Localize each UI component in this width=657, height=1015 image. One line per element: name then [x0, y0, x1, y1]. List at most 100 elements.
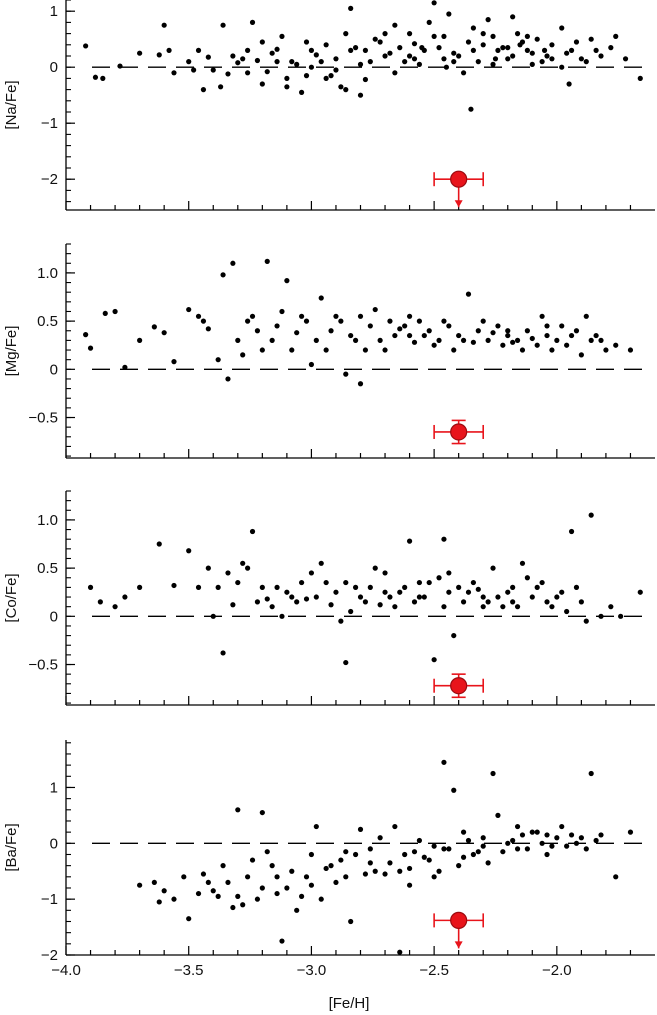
y-tick-label: 0 — [50, 59, 58, 76]
data-point — [249, 528, 256, 535]
data-point — [274, 874, 280, 880]
data-point — [186, 306, 192, 313]
data-point — [564, 50, 570, 56]
data-point — [259, 809, 265, 816]
data-point — [539, 579, 545, 586]
data-point — [303, 874, 310, 880]
data-point — [313, 337, 319, 343]
y-tick-label: 0.5 — [37, 313, 58, 330]
data-point — [559, 823, 565, 830]
data-point — [215, 584, 221, 590]
data-point — [156, 899, 162, 905]
data-point — [259, 584, 265, 590]
data-point — [279, 613, 285, 619]
data-point — [269, 604, 275, 610]
data-point — [274, 59, 280, 65]
y-tick-label: −0.5 — [28, 657, 58, 674]
data-point — [470, 47, 476, 54]
data-point — [431, 657, 437, 663]
data-point — [613, 342, 619, 348]
data-point — [382, 589, 388, 595]
data-point — [308, 47, 315, 54]
data-point — [598, 613, 604, 619]
data-point — [264, 69, 270, 75]
data-point — [245, 565, 251, 571]
data-point — [637, 75, 643, 81]
data-point — [284, 278, 290, 284]
data-point — [205, 54, 211, 60]
data-point — [529, 61, 535, 67]
panel-na-fe: −2 −1 0 1 [Na/Fe] — [3, 0, 655, 211]
data-point — [220, 863, 226, 869]
data-point — [583, 618, 589, 624]
y-tick-label: −2 — [41, 171, 58, 188]
data-point — [608, 604, 614, 610]
data-point — [529, 50, 535, 56]
data-point — [328, 602, 334, 608]
data-point — [460, 70, 467, 76]
data-point — [367, 846, 373, 852]
y-tick-label: 0 — [50, 835, 58, 852]
data-point — [514, 30, 521, 37]
data-point — [495, 594, 501, 600]
data-point — [338, 318, 344, 324]
data-point — [200, 318, 207, 324]
y-tick-label: 0 — [50, 361, 58, 378]
data-point — [156, 541, 162, 547]
data-point — [97, 599, 103, 605]
data-point — [367, 323, 373, 329]
data-point — [603, 347, 609, 353]
data-point — [372, 565, 378, 571]
data-point — [534, 36, 540, 42]
data-point — [289, 59, 295, 65]
data-point — [338, 84, 344, 90]
data-point — [451, 347, 457, 353]
data-point — [279, 33, 285, 40]
data-point — [578, 56, 584, 62]
data-point — [470, 339, 476, 345]
data-point — [122, 594, 128, 600]
data-point — [343, 874, 349, 880]
highlight-star-marker — [450, 423, 468, 441]
data-point — [210, 888, 216, 894]
data-point — [406, 30, 413, 37]
data-point — [544, 832, 550, 838]
data-point — [421, 854, 427, 860]
data-point — [578, 352, 584, 358]
data-point — [451, 59, 457, 65]
data-point — [352, 584, 359, 590]
data-point — [377, 602, 383, 608]
data-point — [357, 313, 364, 319]
data-point — [519, 347, 526, 353]
data-point — [460, 854, 467, 860]
data-point — [406, 882, 413, 888]
data-point — [328, 73, 334, 79]
data-point — [171, 896, 177, 902]
data-point — [387, 594, 393, 600]
data-point — [343, 30, 349, 37]
data-point — [627, 347, 634, 353]
data-point — [328, 863, 334, 869]
data-point — [510, 599, 516, 605]
data-point — [308, 64, 315, 70]
data-point — [470, 25, 476, 31]
data-point — [186, 548, 192, 554]
data-point — [318, 59, 324, 65]
data-point — [313, 823, 319, 830]
data-point — [235, 893, 241, 899]
data-point — [541, 47, 548, 54]
data-point — [92, 74, 99, 80]
x-tick-label: −4.0 — [51, 962, 81, 979]
data-point — [510, 53, 516, 59]
data-point — [299, 89, 305, 95]
data-point — [492, 56, 499, 62]
highlight-star-marker — [450, 170, 468, 188]
data-point — [529, 829, 535, 835]
data-point — [289, 347, 295, 353]
data-point — [573, 39, 580, 45]
data-point — [151, 324, 157, 330]
data-point — [294, 61, 300, 67]
data-point — [269, 50, 275, 56]
data-point — [235, 60, 241, 66]
data-point — [303, 596, 310, 602]
